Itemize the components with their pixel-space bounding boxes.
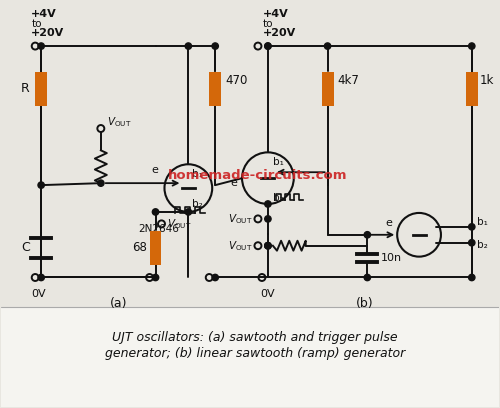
Text: 470: 470	[225, 74, 248, 87]
Circle shape	[264, 242, 271, 249]
Circle shape	[38, 182, 44, 188]
Text: $V_{\rm OUT}$: $V_{\rm OUT}$	[107, 115, 132, 129]
Text: b₂: b₂	[476, 240, 488, 250]
Text: b₁: b₁	[476, 217, 488, 227]
Circle shape	[468, 239, 475, 246]
Circle shape	[38, 274, 44, 281]
Text: +4V: +4V	[31, 9, 57, 19]
Circle shape	[98, 180, 104, 186]
Circle shape	[152, 274, 158, 281]
Circle shape	[264, 43, 271, 49]
Text: $V_{\rm OUT}$: $V_{\rm OUT}$	[228, 212, 252, 226]
Circle shape	[264, 43, 271, 49]
Circle shape	[468, 274, 475, 281]
Text: e: e	[386, 218, 392, 228]
Text: homemade-circuits.com: homemade-circuits.com	[168, 169, 348, 182]
Bar	[466, 72, 477, 106]
Text: b₂: b₂	[192, 199, 203, 209]
Bar	[2, 307, 498, 407]
Text: UJT oscillators: (a) sawtooth and trigger pulse: UJT oscillators: (a) sawtooth and trigge…	[112, 330, 398, 344]
Text: R: R	[21, 82, 29, 95]
Text: 10n: 10n	[382, 253, 402, 263]
Bar	[150, 231, 162, 264]
Text: e: e	[230, 178, 237, 188]
Text: to: to	[263, 19, 274, 29]
Circle shape	[324, 43, 330, 49]
Bar	[35, 72, 47, 106]
Circle shape	[212, 43, 218, 49]
Circle shape	[212, 274, 218, 281]
Circle shape	[364, 274, 370, 281]
Circle shape	[185, 43, 192, 49]
Text: to: to	[31, 19, 42, 29]
Text: $V_{\rm OUT}$: $V_{\rm OUT}$	[168, 217, 192, 231]
Text: +20V: +20V	[31, 28, 64, 38]
Text: $V_{\rm OUT}$: $V_{\rm OUT}$	[228, 239, 252, 253]
Text: b₂: b₂	[273, 193, 283, 203]
Circle shape	[264, 242, 271, 249]
Circle shape	[185, 209, 192, 215]
Text: 0V: 0V	[260, 289, 275, 299]
Circle shape	[264, 242, 271, 249]
Text: 0V: 0V	[31, 289, 46, 299]
Circle shape	[364, 232, 370, 238]
Bar	[209, 72, 221, 106]
Circle shape	[38, 43, 44, 49]
Text: +20V: +20V	[263, 28, 296, 38]
Text: 68: 68	[132, 241, 147, 254]
Text: 1k: 1k	[480, 74, 494, 87]
Circle shape	[264, 216, 271, 222]
Text: (b): (b)	[356, 297, 373, 310]
Text: 4k7: 4k7	[338, 74, 359, 87]
Text: (a): (a)	[110, 297, 128, 310]
Text: C: C	[21, 241, 29, 254]
Text: +4V: +4V	[263, 9, 288, 19]
Text: b₁: b₁	[273, 157, 283, 167]
Text: e: e	[151, 165, 158, 175]
Circle shape	[264, 201, 271, 207]
Text: generator; (b) linear sawtooth (ramp) generator: generator; (b) linear sawtooth (ramp) ge…	[105, 348, 405, 361]
Bar	[322, 72, 334, 106]
Circle shape	[468, 43, 475, 49]
Circle shape	[468, 224, 475, 230]
Text: 2N2646: 2N2646	[138, 224, 179, 234]
Text: b₁: b₁	[192, 169, 203, 179]
Circle shape	[152, 209, 158, 215]
